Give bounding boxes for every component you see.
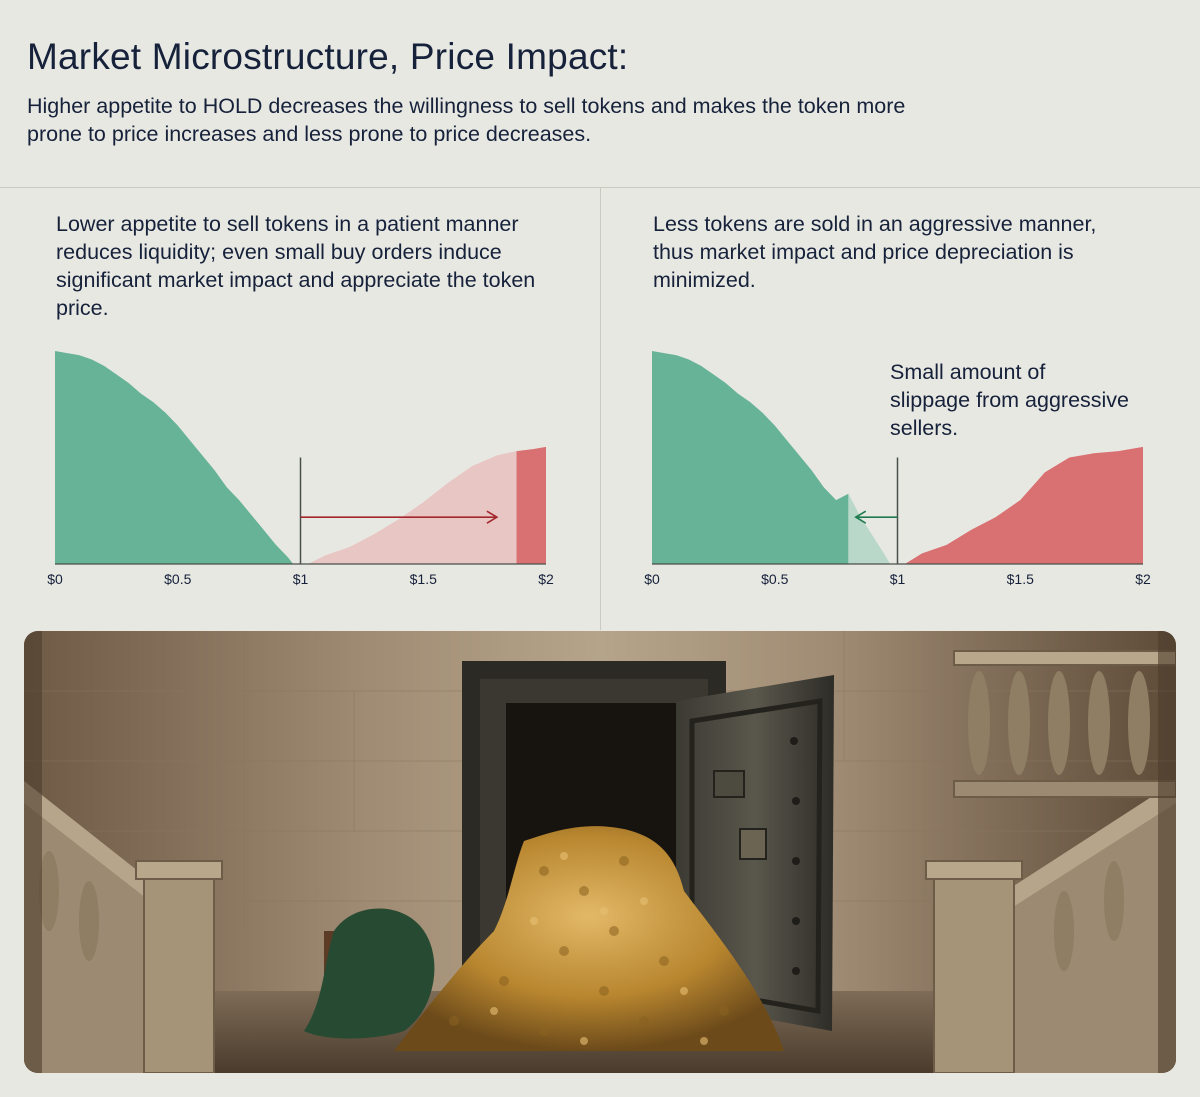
vault-of-gold-coins-illustration: [24, 631, 1176, 1073]
right-order-book-chart: $0 $0.5 $1 $1.5 $2: [644, 351, 1151, 587]
x-tick-label: $1: [890, 571, 906, 587]
slippage-annotation: Small amount of slippage from aggressive…: [890, 360, 1130, 440]
x-tick-label: $0: [47, 571, 63, 587]
page-subtitle: Higher appetite to HOLD decreases the wi…: [27, 94, 906, 146]
x-tick-label: $1.5: [410, 571, 437, 587]
area-asks-1: [904, 446, 1143, 564]
x-tick-label: $2: [1135, 571, 1151, 587]
vertical-divider: [600, 188, 601, 630]
left-panel-description: Lower appetite to sell tokens in a patie…: [56, 212, 536, 320]
page-title: Market Microstructure, Price Impact:: [27, 36, 629, 77]
x-tick-label: $0.5: [164, 571, 191, 587]
x-tick-label: $1: [293, 571, 309, 587]
x-tick-label: $0.5: [761, 571, 788, 587]
impact-arrow-head: [854, 510, 867, 524]
right-panel-description: Less tokens are sold in an aggressive ma…: [653, 212, 1097, 292]
area-bids-remaining-1: [652, 351, 849, 564]
x-tick-label: $2: [538, 571, 554, 587]
area-bids-0: [55, 351, 294, 564]
area-bids-consumed-1: [848, 493, 891, 564]
left-order-book-chart: $0 $0.5 $1 $1.5 $2: [47, 351, 554, 587]
horizontal-divider: [0, 187, 1200, 188]
area-asks-consumed-0: [307, 451, 517, 564]
x-tick-label: $1.5: [1007, 571, 1034, 587]
impact-arrow-head: [486, 510, 499, 524]
area-asks-remaining-0: [516, 446, 546, 564]
x-tick-label: $0: [644, 571, 660, 587]
